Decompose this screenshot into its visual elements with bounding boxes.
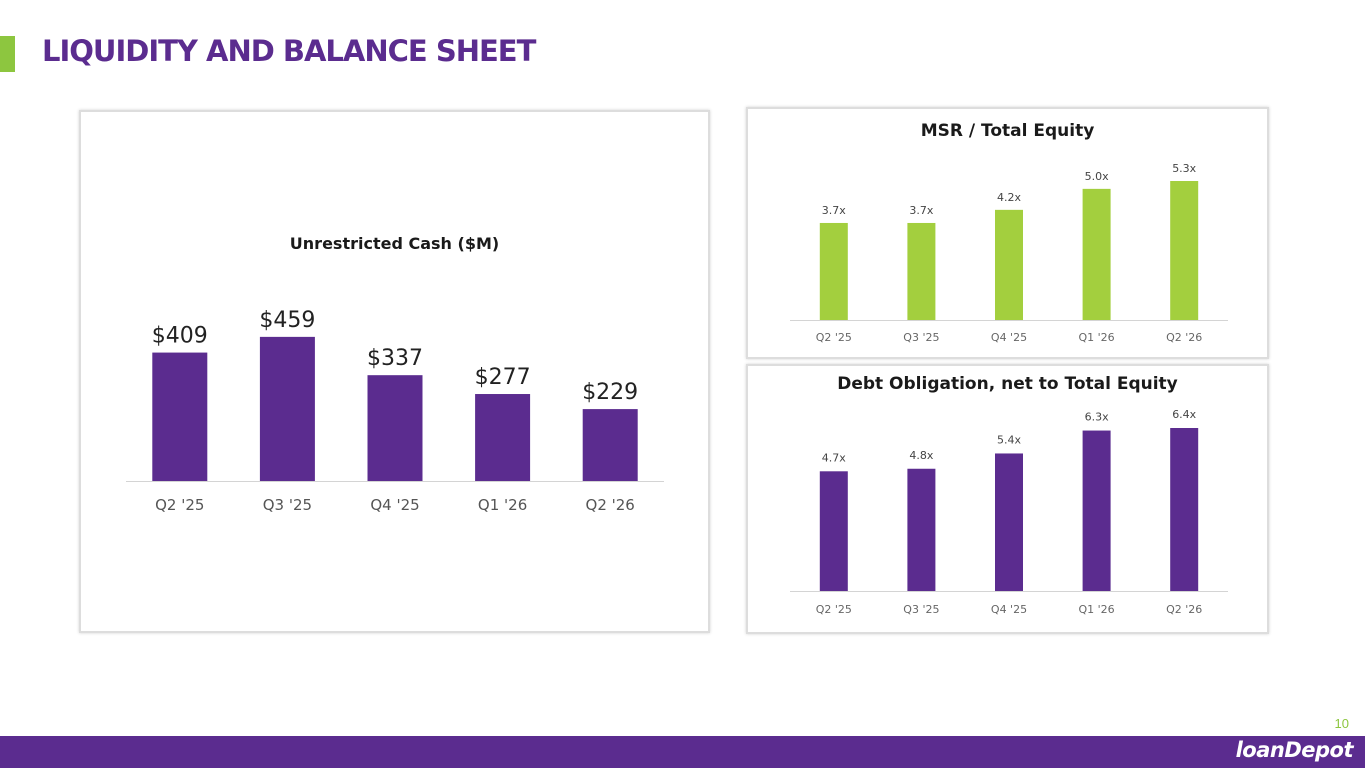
x-tick-label: Q3 '25	[263, 496, 312, 514]
bar	[907, 468, 936, 591]
bar	[1082, 430, 1111, 591]
data-label: 5.4x	[997, 433, 1021, 446]
msr-total-equity-chart: MSR / Total Equity 3.7x Q2 '25 3.7x Q3 '25 4…	[746, 107, 1269, 359]
loandepot-logo: loanDepot	[1235, 738, 1354, 762]
page-number: 10	[1334, 716, 1349, 731]
data-label: 5.3x	[1172, 162, 1196, 175]
data-label: $409	[152, 324, 208, 349]
chart-title-msr-total-equity: MSR / Total Equity	[920, 121, 1095, 141]
x-tick-label: Q1 '26	[1079, 603, 1115, 616]
footer-bar: loanDepot	[0, 736, 1365, 768]
data-label: $337	[367, 346, 423, 371]
bar	[367, 375, 423, 481]
data-label: 4.2x	[997, 191, 1021, 204]
unrestricted-cash-plot: $409 Q2 '25 $459 Q3 '25 $337 Q4 '25 $277 Q1 '26…	[126, 308, 664, 514]
unrestricted-cash-chart: Unrestricted Cash ($M) $409 Q2 '25 $459 Q3 …	[79, 110, 710, 633]
bar	[582, 409, 638, 481]
x-tick-label: Q3 '25	[903, 603, 939, 616]
data-label: $229	[582, 380, 638, 405]
x-tick-label: Q2 '25	[816, 331, 852, 344]
x-tick-label: Q4 '25	[370, 496, 419, 514]
x-tick-label: Q4 '25	[991, 603, 1027, 616]
x-tick-label: Q2 '25	[155, 496, 204, 514]
bar	[819, 471, 848, 591]
x-tick-label: Q3 '25	[903, 331, 939, 344]
page-title: LIQUIDITY AND BALANCE SHEET	[42, 34, 536, 68]
x-tick-label: Q2 '25	[816, 603, 852, 616]
chart-title-unrestricted-cash: Unrestricted Cash ($M)	[289, 234, 500, 253]
bar	[819, 222, 848, 320]
bar	[1170, 181, 1199, 320]
x-tick-label: Q2 '26	[586, 496, 635, 514]
x-tick-label: Q2 '26	[1166, 603, 1202, 616]
x-tick-label: Q4 '25	[991, 331, 1027, 344]
data-label: 3.7x	[822, 204, 846, 217]
bar	[995, 453, 1023, 591]
data-label: $277	[475, 365, 531, 390]
data-label: 3.7x	[909, 204, 933, 217]
data-label: 4.7x	[822, 451, 846, 464]
bar	[152, 352, 208, 481]
bar	[995, 209, 1023, 320]
chart-title-debt-obligation: Debt Obligation, net to Total Equity	[837, 374, 1178, 394]
debt-obligation-chart: Debt Obligation, net to Total Equity 4.7…	[746, 364, 1269, 634]
data-label: 5.0x	[1085, 170, 1109, 183]
msr-total-equity-plot: 3.7x Q2 '25 3.7x Q3 '25 4.2x Q4 '25 5.0x Q1 '26…	[790, 162, 1228, 344]
data-label: $459	[259, 308, 315, 333]
x-tick-label: Q1 '26	[1079, 331, 1115, 344]
bar	[1170, 428, 1199, 591]
data-label: 4.8x	[909, 449, 933, 462]
data-label: 6.4x	[1172, 408, 1196, 421]
bar	[1082, 188, 1111, 320]
bar	[475, 394, 531, 481]
data-label: 6.3x	[1085, 411, 1109, 424]
title-accent-bar	[0, 36, 15, 72]
bar	[907, 222, 936, 320]
debt-obligation-plot: 4.7x Q2 '25 4.8x Q3 '25 5.4x Q4 '25 6.3x Q1 '26…	[790, 408, 1228, 616]
x-tick-label: Q2 '26	[1166, 331, 1202, 344]
bar	[259, 336, 315, 481]
x-tick-label: Q1 '26	[478, 496, 527, 514]
